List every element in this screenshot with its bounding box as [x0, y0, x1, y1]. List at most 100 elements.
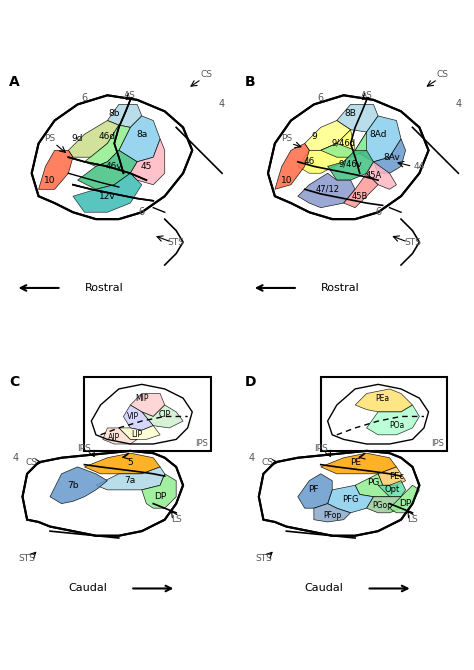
Text: 8Av: 8Av	[383, 153, 400, 161]
Polygon shape	[366, 496, 401, 513]
Polygon shape	[84, 453, 160, 474]
Polygon shape	[378, 480, 406, 496]
Text: 8Ad: 8Ad	[369, 130, 387, 139]
Text: 6: 6	[318, 92, 324, 103]
Text: PS: PS	[45, 135, 55, 143]
Polygon shape	[119, 425, 160, 440]
Text: STS: STS	[18, 554, 36, 563]
Text: 9: 9	[311, 132, 317, 141]
Polygon shape	[355, 116, 401, 161]
Text: PEc: PEc	[389, 472, 404, 480]
Polygon shape	[328, 485, 374, 513]
Text: PS: PS	[281, 135, 292, 143]
Text: 6: 6	[139, 207, 145, 217]
Polygon shape	[344, 174, 378, 208]
Polygon shape	[378, 467, 406, 485]
Polygon shape	[78, 150, 137, 190]
Text: 9d: 9d	[72, 135, 83, 143]
Text: 4: 4	[249, 453, 255, 463]
Polygon shape	[355, 474, 396, 496]
Text: STS: STS	[168, 238, 185, 247]
Bar	[321, 377, 447, 451]
Text: Rostral: Rostral	[84, 283, 123, 293]
Text: 45: 45	[141, 162, 152, 171]
Text: POa: POa	[389, 421, 404, 430]
Text: 4: 4	[456, 99, 461, 109]
Text: 4: 4	[219, 99, 225, 109]
Text: IPS: IPS	[195, 440, 208, 448]
Text: 47/12: 47/12	[316, 185, 340, 194]
Text: 6: 6	[82, 92, 88, 103]
Text: A: A	[9, 74, 19, 88]
Polygon shape	[374, 139, 406, 174]
Text: C: C	[9, 375, 19, 389]
Text: STS: STS	[404, 238, 421, 247]
Text: 46d: 46d	[99, 132, 116, 141]
Text: CS: CS	[200, 70, 212, 79]
Polygon shape	[390, 485, 419, 513]
Polygon shape	[314, 504, 351, 522]
Text: 8b: 8b	[109, 109, 120, 118]
Text: Caudal: Caudal	[69, 584, 108, 594]
Polygon shape	[96, 467, 165, 490]
Polygon shape	[355, 389, 412, 412]
Text: CS: CS	[26, 458, 38, 467]
Text: IPS: IPS	[314, 444, 328, 453]
Text: VIP: VIP	[127, 412, 139, 421]
Text: AIP: AIP	[108, 433, 120, 442]
Text: CIP: CIP	[159, 409, 171, 419]
Polygon shape	[119, 116, 160, 161]
Text: PE: PE	[350, 458, 361, 467]
Text: 10: 10	[44, 176, 56, 185]
Text: 45A: 45A	[365, 171, 382, 180]
Text: LIP: LIP	[132, 430, 143, 440]
Polygon shape	[298, 130, 355, 174]
Text: Opt: Opt	[384, 485, 400, 494]
Text: AS: AS	[361, 90, 373, 100]
Polygon shape	[130, 393, 165, 417]
Bar	[84, 377, 210, 451]
Text: STS: STS	[255, 554, 272, 563]
Polygon shape	[305, 121, 351, 150]
Text: 7a: 7a	[125, 476, 136, 485]
Polygon shape	[298, 174, 355, 208]
Polygon shape	[32, 95, 192, 219]
Text: DP: DP	[154, 492, 166, 501]
Polygon shape	[321, 453, 396, 474]
Text: LS: LS	[171, 515, 182, 524]
Polygon shape	[328, 150, 374, 180]
Text: B: B	[245, 74, 255, 88]
Polygon shape	[130, 139, 165, 185]
Polygon shape	[68, 121, 119, 157]
Text: PEa: PEa	[375, 393, 390, 403]
Polygon shape	[123, 405, 153, 430]
Text: LS: LS	[407, 515, 418, 524]
Text: 6: 6	[375, 207, 381, 217]
Text: Caudal: Caudal	[305, 584, 344, 594]
Text: Rostral: Rostral	[321, 283, 359, 293]
Polygon shape	[268, 95, 428, 219]
Polygon shape	[50, 467, 108, 504]
Polygon shape	[23, 451, 183, 536]
Polygon shape	[73, 174, 142, 212]
Text: AS: AS	[124, 90, 136, 100]
Text: PFG: PFG	[342, 494, 359, 504]
Text: DP: DP	[400, 499, 412, 508]
Text: 5: 5	[128, 458, 133, 467]
Polygon shape	[337, 105, 378, 132]
Text: IPS: IPS	[78, 444, 91, 453]
Text: 9/46v: 9/46v	[339, 159, 363, 169]
Text: 10: 10	[281, 176, 292, 185]
Polygon shape	[108, 105, 142, 127]
Text: 8a: 8a	[136, 130, 147, 139]
Text: CS: CS	[262, 458, 274, 467]
Polygon shape	[275, 143, 309, 190]
Polygon shape	[142, 474, 176, 509]
Polygon shape	[321, 132, 366, 157]
Text: 46v: 46v	[106, 162, 123, 171]
Text: 4: 4	[13, 453, 18, 463]
Text: PG: PG	[367, 478, 380, 488]
Polygon shape	[38, 150, 73, 190]
Polygon shape	[366, 161, 396, 190]
Polygon shape	[259, 451, 419, 536]
